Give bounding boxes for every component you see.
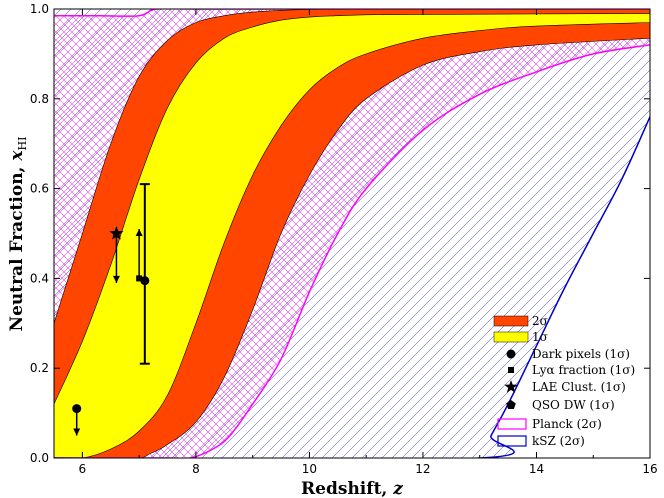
point-3-arrow-head: [112, 275, 120, 283]
y-tick-label-3: 0.6: [30, 182, 49, 196]
legend-label-1sigma: 1σ: [532, 330, 548, 344]
ksz-lower-line: [54, 116, 650, 458]
legend-label-qso-dw: QSO DW (1σ): [532, 398, 615, 412]
legend-swatch-1sigma: [493, 331, 529, 343]
legend-marker-circle: [506, 349, 516, 359]
planck-upper-line: [54, 9, 650, 17]
x-tick-label-2: 10: [302, 462, 317, 476]
legend-swatch-planck: [497, 418, 527, 430]
point-3-marker: [109, 226, 124, 240]
x-tick-label-4: 14: [529, 462, 544, 476]
legend-marker-star: [504, 380, 518, 393]
legend-label-lae-clust: LAE Clust. (1σ): [532, 380, 626, 394]
x-tick-label-3: 12: [415, 462, 430, 476]
legend-marker-pentagon: [506, 400, 516, 409]
point-1-marker: [140, 276, 150, 286]
legend-label-ksz: kSZ (2σ): [532, 434, 585, 448]
y-tick-label-2: 0.4: [30, 271, 49, 285]
y-tick-label-4: 0.8: [30, 92, 49, 106]
legend-swatch-ksz: [497, 435, 527, 447]
x-tick-label-5: 16: [642, 462, 657, 476]
x-tick-label-0: 6: [79, 462, 87, 476]
y-tick-label-5: 1.0: [30, 2, 49, 16]
data-points: [72, 183, 150, 436]
band-1sigma: [54, 13, 650, 458]
y-tick-label-0: 0.0: [30, 451, 49, 465]
x-axis-label: Redshift, z: [301, 479, 403, 498]
y-axis-label: Neutral Fraction, xHI: [7, 137, 29, 332]
point-2-marker: [136, 275, 143, 282]
x-tick-label-1: 8: [192, 462, 200, 476]
legend-label-dark-pixels: Dark pixels (1σ): [532, 347, 630, 361]
point-2-arrow-head: [135, 229, 143, 237]
point-0-marker: [72, 404, 82, 414]
legend-label-lya-fraction: Lyα fraction (1σ): [532, 363, 635, 377]
legend-label-planck: Planck (2σ): [532, 417, 602, 431]
legend: 2σ 1σ Dark pixels (1σ) Lyα fraction (1σ)…: [493, 314, 635, 448]
legend-marker-square: [508, 367, 514, 373]
point-0-arrow-head: [73, 428, 81, 436]
y-tick-label-1: 0.2: [30, 361, 49, 375]
plot-frame: [53, 8, 651, 459]
axis-ticks: 6 8 10 12 14 16 0.0 0.2 0.4 0.6 0.8 1.0: [30, 2, 658, 476]
legend-swatch-2sigma: [493, 315, 529, 327]
legend-label-2sigma: 2σ: [532, 314, 548, 328]
